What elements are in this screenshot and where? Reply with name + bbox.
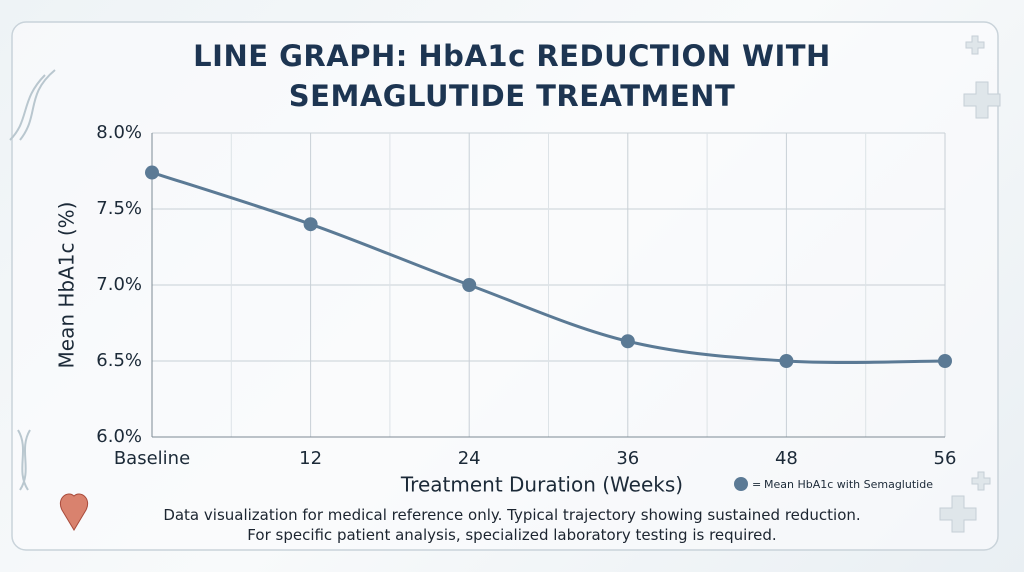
decor-heart [60, 493, 88, 531]
x-tick-label: Baseline [114, 448, 190, 469]
x-tick-label: 36 [616, 448, 639, 469]
card [11, 21, 999, 551]
line [151, 171, 946, 364]
notes: Data visualization for medical reference… [62, 505, 962, 545]
legend-marker [734, 477, 748, 491]
x-axis-label: Treatment Duration (Weeks) [400, 473, 683, 497]
y-tick-label: 7.0% [96, 274, 142, 295]
y-axis-label: Mean HbA1c (%) [55, 202, 79, 369]
point [462, 278, 477, 292]
point [303, 217, 318, 232]
chart-title: LINE GRAPH: HbA1c REDUCTION WITH SEMAGLU… [193, 39, 831, 113]
note: For specific patient analysis, specializ… [247, 526, 777, 544]
decor-dna [9, 69, 56, 491]
legend-label: Mean HbA1c with Semaglutide [764, 478, 933, 491]
y-tick-label: 7.5% [96, 198, 142, 219]
legend-separator: = [752, 478, 761, 491]
y-tick-label: 6.5% [96, 350, 142, 371]
x-tick-label: 56 [934, 448, 957, 469]
x-tick-label: 48 [775, 448, 798, 469]
x-tick-label: 24 [458, 448, 481, 469]
point [938, 354, 952, 368]
x-tick-label: 12 [299, 448, 322, 469]
decor-plus [939, 35, 1001, 533]
y-tick-label: 8.0% [96, 122, 142, 143]
y-tick-label: 6.0% [96, 426, 142, 447]
point [779, 354, 794, 368]
note: Data visualization for medical reference… [163, 506, 861, 524]
point [145, 165, 159, 180]
point [620, 334, 635, 349]
